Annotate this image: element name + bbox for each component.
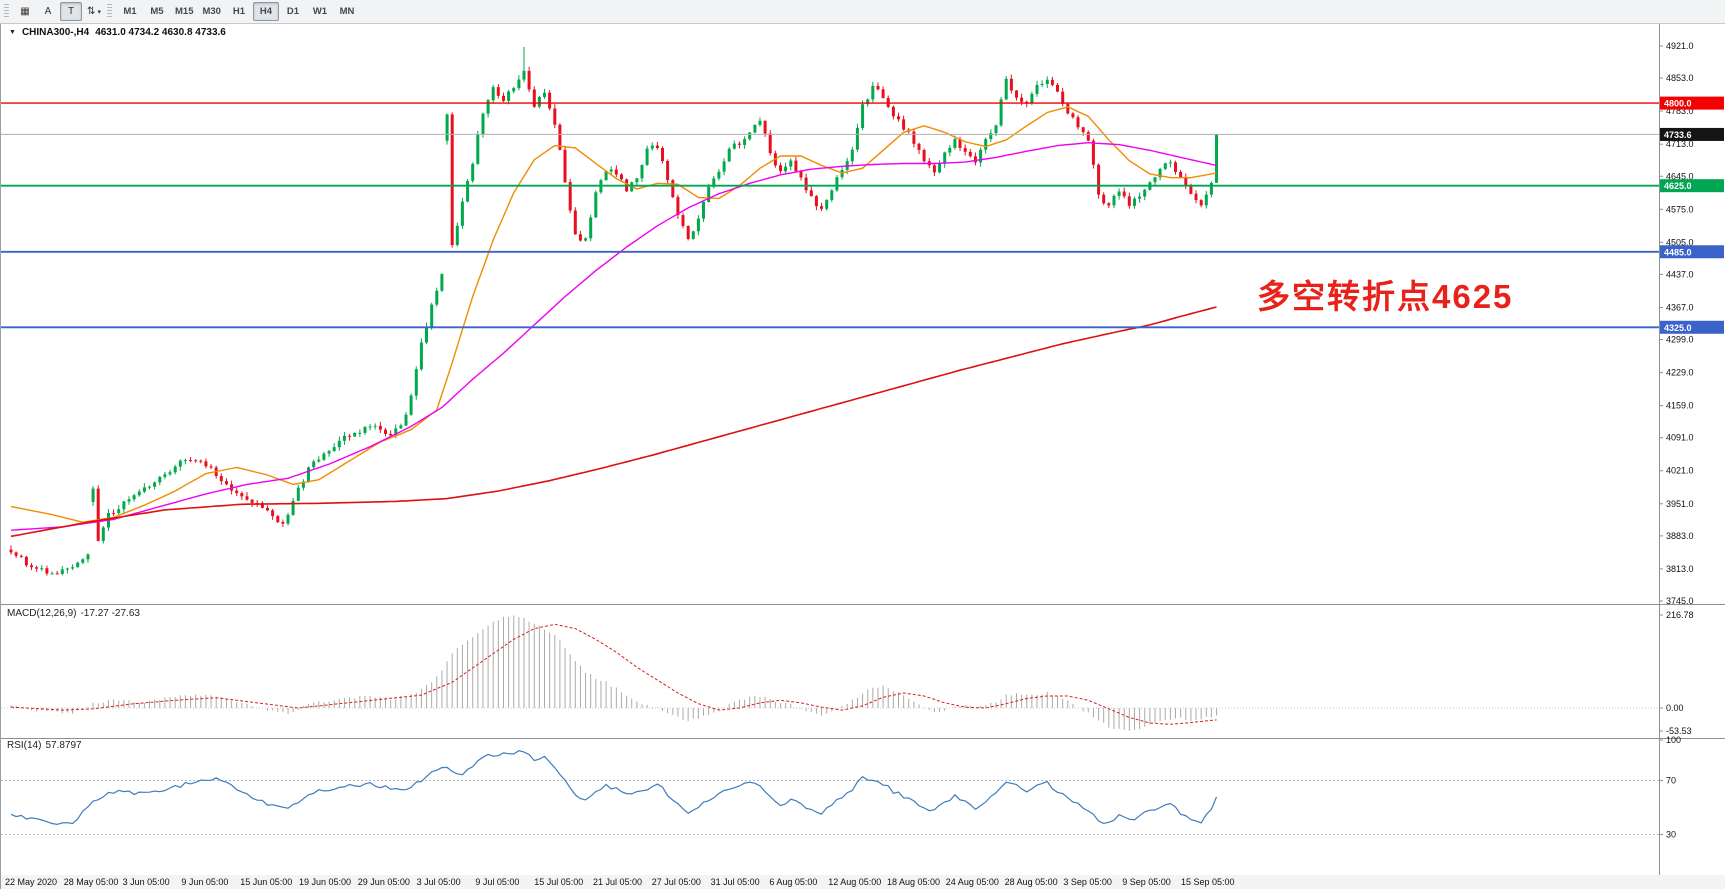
- macd-panel: 216.78 0.00 -53.53: [1, 610, 1694, 736]
- time-label: 3 Jun 05:00: [122, 877, 170, 887]
- price-tick: 3883.0: [1666, 531, 1694, 541]
- timeframe-M1[interactable]: M1: [123, 6, 137, 17]
- rsi-indicator-name: RSI(14): [7, 740, 42, 751]
- time-label: 12 Aug 05:00: [828, 877, 882, 887]
- price-tick: 4229.0: [1666, 368, 1694, 378]
- time-label: 21 Jul 05:00: [593, 877, 643, 887]
- macd-tick: 216.78: [1666, 610, 1694, 620]
- rsi-tick: 70: [1666, 776, 1676, 786]
- timeframe-H4[interactable]: H4: [252, 2, 279, 21]
- price-tick: 4645.0: [1666, 171, 1694, 181]
- time-label: 15 Jun 05:00: [240, 877, 293, 887]
- chart-canvas[interactable]: 4921.0 4853.0 4783.0 4713.0 4645.0 4575.0 4505…: [1, 24, 1725, 889]
- rsi-label: RSI(14) 57.8797: [7, 740, 82, 751]
- toolbar: ▦ A T ⇅ ▾ M1 M5 M15 M30 H1 H4 D1 W1 MN: [0, 0, 1725, 24]
- macd-indicator-name: MACD(12,26,9): [7, 608, 77, 619]
- time-label: 24 Aug 05:00: [945, 877, 999, 887]
- chart-window[interactable]: 4921.0 4853.0 4783.0 4713.0 4645.0 4575.0 4505…: [0, 24, 1725, 889]
- timeframe-M15[interactable]: M15: [175, 6, 194, 17]
- price-tick: 3745.0: [1666, 596, 1694, 606]
- price-badge: [1660, 127, 1724, 141]
- price-tick: 3813.0: [1666, 564, 1694, 574]
- price-tick: 4783.0: [1666, 106, 1694, 116]
- rsi-tick: 100: [1666, 735, 1681, 745]
- ma-slow-red: [10, 306, 1217, 538]
- time-label: 9 Sep 05:00: [1122, 877, 1171, 887]
- time-label: 15 Sep 05:00: [1181, 877, 1235, 887]
- price-badge: [1660, 179, 1724, 193]
- drawing-tools-group: ▦ A T ⇅ ▾: [14, 2, 105, 21]
- text-label-tool[interactable]: A: [44, 6, 52, 17]
- price-badge-value: 4485.0: [1664, 247, 1692, 257]
- moving-averages: [10, 106, 1217, 538]
- time-label: 27 Jul 05:00: [651, 877, 701, 887]
- time-label: 15 Jul 05:00: [534, 877, 584, 887]
- rsi-tick: 30: [1666, 830, 1676, 840]
- chart-title: ▼ CHINA300-,H4 4631.0 4734.2 4630.8 4733…: [9, 27, 226, 38]
- time-label: 3 Sep 05:00: [1063, 877, 1112, 887]
- price-badge: [1660, 96, 1724, 110]
- price-badge-value: 4325.0: [1664, 323, 1692, 333]
- chart-annotation-text: 多空转折点4625: [1257, 278, 1514, 315]
- price-tick: 4299.0: [1666, 335, 1694, 345]
- timeframe-H1[interactable]: H1: [232, 6, 246, 17]
- rsi-line: [10, 750, 1218, 826]
- dropdown-caret-icon[interactable]: ▾: [97, 8, 101, 16]
- time-label: 31 Jul 05:00: [710, 877, 760, 887]
- timeframe-W1[interactable]: W1: [312, 6, 328, 17]
- candles: [9, 46, 1218, 576]
- macd-tick: -53.53: [1666, 726, 1692, 736]
- macd-values: -17.27 -27.63: [80, 608, 140, 619]
- timeframe-M30[interactable]: M30: [202, 6, 221, 17]
- price-tick: 4367.0: [1666, 302, 1694, 312]
- rsi-panel: 100 70 30: [1, 735, 1681, 840]
- symbol-period-label: CHINA300-,H4: [21, 27, 90, 38]
- price-axis: 4921.0 4853.0 4783.0 4713.0 4645.0 4575.0 4505…: [1, 24, 1725, 889]
- level-lines[interactable]: [1, 102, 1659, 329]
- price-tick: 4575.0: [1666, 204, 1694, 214]
- price-tick: 4505.0: [1666, 237, 1694, 247]
- grid-tool-icon[interactable]: ▦: [20, 6, 30, 17]
- macd-label: MACD(12,26,9) -17.27 -27.63: [7, 608, 140, 619]
- time-label: 19 Jun 05:00: [299, 877, 352, 887]
- macd-tick: 0.00: [1666, 703, 1684, 713]
- price-badge: [1660, 245, 1724, 259]
- price-tick: 4853.0: [1666, 73, 1694, 83]
- price-badge-value: 4625.0: [1664, 181, 1692, 191]
- price-tick: 4437.0: [1666, 269, 1694, 279]
- timeframe-D1[interactable]: D1: [286, 6, 300, 17]
- time-label: 18 Aug 05:00: [887, 877, 941, 887]
- price-tick: 4713.0: [1666, 139, 1694, 149]
- price-badge-value: 4800.0: [1664, 99, 1692, 109]
- chart-menu-icon[interactable]: ▼: [9, 29, 16, 36]
- timeframe-MN[interactable]: MN: [339, 6, 355, 17]
- time-label: 28 Aug 05:00: [1004, 877, 1058, 887]
- time-axis: 22 May 2020 28 May 05:00 3 Jun 05:00 9 Jun …: [1, 875, 1725, 889]
- price-tick: 4159.0: [1666, 401, 1694, 411]
- ma-medium-magenta: [10, 141, 1217, 531]
- time-label: 9 Jul 05:00: [475, 877, 520, 887]
- rsi-value: 57.8797: [45, 740, 82, 751]
- price-tick: 3951.0: [1666, 499, 1694, 509]
- price-tick: 4921.0: [1666, 41, 1694, 51]
- time-label: 22 May 2020: [5, 877, 58, 887]
- price-tick: 4091.0: [1666, 433, 1694, 443]
- text-tool[interactable]: T: [60, 2, 82, 21]
- time-label: 28 May 05:00: [63, 877, 119, 887]
- price-badge: [1660, 320, 1724, 334]
- shapes-tool-icon[interactable]: ⇅ ▾: [87, 6, 101, 17]
- macd-signal-line: [10, 623, 1217, 725]
- time-label: 3 Jul 05:00: [416, 877, 461, 887]
- price-tick: 4021.0: [1666, 466, 1694, 476]
- time-label: 6 Aug 05:00: [769, 877, 818, 887]
- time-label: 29 Jun 05:00: [357, 877, 410, 887]
- ma-fast-orange: [10, 106, 1217, 523]
- time-label: 9 Jun 05:00: [181, 877, 229, 887]
- timeframes-group: M1 M5 M15 M30 H1 H4 D1 W1 MN: [117, 2, 360, 21]
- ohlc-values: 4631.0 4734.2 4630.8 4733.6: [95, 27, 226, 38]
- toolbar-gripper-2[interactable]: [107, 4, 112, 19]
- toolbar-gripper[interactable]: [4, 4, 9, 19]
- price-badge-value: 4733.6: [1664, 130, 1692, 140]
- timeframe-M5[interactable]: M5: [150, 6, 164, 17]
